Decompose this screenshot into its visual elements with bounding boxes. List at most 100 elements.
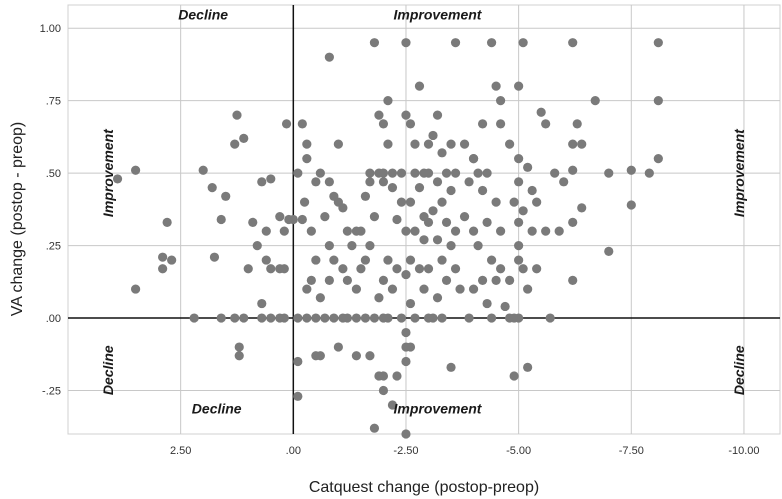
data-point bbox=[477, 119, 488, 129]
data-point bbox=[626, 165, 636, 175]
data-point bbox=[378, 177, 389, 187]
data-point bbox=[405, 298, 416, 309]
data-point bbox=[378, 275, 389, 285]
quadrant-label: Improvement bbox=[731, 128, 747, 217]
data-point bbox=[281, 119, 292, 129]
data-point bbox=[311, 255, 321, 265]
data-point bbox=[477, 275, 488, 285]
data-point bbox=[234, 342, 244, 352]
data-point bbox=[505, 313, 515, 323]
data-point bbox=[532, 197, 542, 207]
data-point bbox=[158, 264, 168, 274]
data-point bbox=[432, 293, 443, 303]
data-point bbox=[523, 284, 533, 294]
y-tick-labels: -.25 .00 .25 .50 .75 1.00 bbox=[40, 23, 61, 397]
data-point bbox=[523, 162, 533, 172]
data-point bbox=[437, 197, 447, 207]
data-point bbox=[437, 255, 447, 265]
data-point bbox=[419, 284, 429, 294]
data-points bbox=[112, 38, 663, 439]
data-point bbox=[378, 385, 389, 396]
data-point bbox=[293, 356, 303, 367]
data-point bbox=[473, 168, 483, 178]
y-axis-title: VA change (postop - preop) bbox=[9, 122, 26, 317]
data-point bbox=[266, 313, 276, 323]
data-point bbox=[468, 154, 479, 164]
data-point bbox=[455, 284, 465, 294]
data-point bbox=[198, 165, 208, 175]
data-point bbox=[387, 183, 398, 193]
data-point bbox=[234, 351, 244, 361]
data-point bbox=[477, 185, 488, 196]
data-point bbox=[158, 252, 168, 262]
data-point bbox=[378, 168, 389, 178]
data-point bbox=[464, 177, 474, 187]
data-point bbox=[293, 168, 303, 178]
data-point bbox=[297, 119, 307, 129]
data-point bbox=[311, 177, 321, 187]
data-point bbox=[369, 212, 380, 222]
data-point bbox=[167, 255, 177, 265]
data-point bbox=[320, 212, 330, 222]
data-point bbox=[514, 255, 524, 265]
data-point bbox=[550, 168, 560, 178]
data-point bbox=[554, 226, 564, 236]
data-point bbox=[162, 217, 172, 227]
data-point bbox=[351, 351, 362, 361]
data-point bbox=[496, 264, 506, 274]
data-point bbox=[405, 255, 416, 265]
data-point bbox=[329, 255, 339, 265]
data-point bbox=[383, 313, 393, 323]
data-point bbox=[369, 313, 380, 323]
data-point bbox=[302, 139, 312, 149]
data-point bbox=[333, 139, 343, 149]
data-point bbox=[392, 371, 402, 381]
grid-lines bbox=[68, 5, 780, 434]
data-point bbox=[405, 342, 416, 352]
data-point bbox=[459, 139, 470, 149]
data-point bbox=[401, 327, 411, 338]
data-point bbox=[428, 313, 438, 323]
data-point bbox=[486, 313, 497, 323]
data-point bbox=[324, 240, 334, 251]
data-point bbox=[387, 400, 398, 410]
data-point bbox=[518, 264, 528, 274]
data-point bbox=[239, 313, 249, 323]
data-point bbox=[302, 284, 312, 294]
data-point bbox=[302, 313, 312, 323]
data-point bbox=[450, 264, 461, 274]
data-point bbox=[405, 119, 416, 129]
data-point bbox=[383, 96, 393, 106]
data-point bbox=[414, 183, 425, 193]
data-point bbox=[514, 177, 524, 187]
data-point bbox=[356, 264, 366, 274]
data-point bbox=[568, 217, 578, 227]
data-point bbox=[324, 52, 334, 62]
data-point bbox=[468, 284, 479, 294]
data-point bbox=[261, 255, 271, 265]
data-point bbox=[432, 235, 443, 245]
data-point bbox=[279, 313, 289, 323]
data-point bbox=[311, 351, 321, 361]
data-point bbox=[482, 217, 492, 227]
data-point bbox=[410, 139, 420, 149]
data-point bbox=[230, 139, 240, 149]
data-point bbox=[315, 168, 325, 178]
x-tick-label: -10.00 bbox=[728, 445, 759, 457]
data-point bbox=[243, 264, 253, 274]
data-point bbox=[590, 96, 600, 106]
data-point bbox=[572, 119, 582, 129]
data-point bbox=[209, 252, 220, 262]
x-tick-label: 2.50 bbox=[170, 445, 191, 457]
data-point bbox=[302, 154, 312, 164]
data-point bbox=[514, 313, 524, 323]
data-point bbox=[468, 226, 479, 236]
data-point bbox=[532, 264, 542, 274]
data-point bbox=[405, 197, 416, 207]
data-point bbox=[437, 313, 447, 323]
y-tick-label: .50 bbox=[46, 168, 61, 180]
data-point bbox=[423, 264, 434, 274]
data-point bbox=[410, 313, 420, 323]
data-point bbox=[189, 313, 199, 323]
